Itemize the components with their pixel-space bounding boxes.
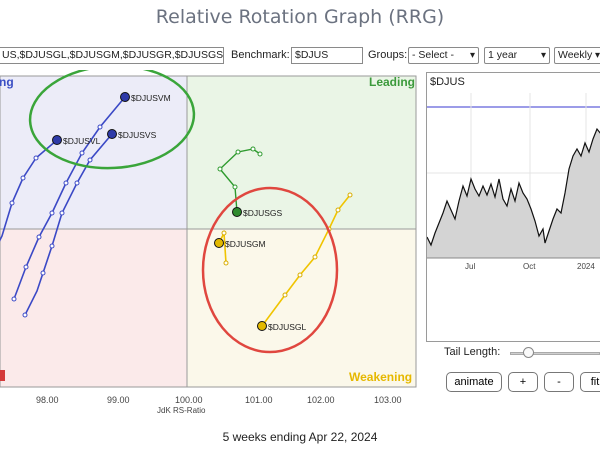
label-djusgl: $DJUSGL (268, 322, 307, 332)
benchmark-input[interactable]: $DJUS (291, 47, 363, 64)
x-axis-ticks: 98.00 99.00 100.00 101.00 102.00 103.00 (36, 395, 402, 405)
weakening-label: Weakening (349, 370, 412, 384)
chart-x-tick: Jul (465, 262, 475, 271)
groups-label: Groups: (368, 49, 408, 61)
benchmark-svg: $DJUS Jul Oct 2024 (427, 76, 600, 271)
price-line (427, 127, 600, 247)
slider-handle[interactable] (523, 347, 534, 358)
point-djusvs[interactable] (107, 129, 117, 139)
frequency-select[interactable]: Weekly (554, 47, 600, 64)
price-area (427, 129, 600, 258)
rrg-svg: ng Leading Weakening (0, 70, 417, 415)
point-djusgs[interactable] (232, 207, 242, 217)
leading-label: Leading (369, 75, 415, 89)
benchmark-panel: $DJUS Jul Oct 2024 Tail Length: animate … (420, 70, 600, 415)
plot-border (0, 75, 417, 388)
groups-select[interactable]: - Select - (408, 47, 479, 64)
blue-tail-dots (9, 124, 103, 318)
x-tick: 99.00 (107, 395, 130, 405)
benchmark-chart-symbol: $DJUS (430, 76, 465, 88)
tail-length-slider[interactable] (510, 347, 600, 358)
date-footer: 5 weeks ending Apr 22, 2024 (222, 430, 378, 444)
point-djusvm[interactable] (120, 92, 130, 102)
chart-x-tick: Oct (523, 262, 536, 271)
x-tick: 100.00 (175, 395, 203, 405)
x-axis-label: JdK RS-Ratio (157, 406, 206, 415)
fit-button[interactable]: fit (580, 372, 600, 392)
improving-quadrant (0, 76, 187, 229)
point-djusgl[interactable] (257, 321, 267, 331)
green-annotation-circle (28, 70, 196, 170)
label-djusvs: $DJUSVS (118, 130, 157, 140)
x-tick: 101.00 (245, 395, 273, 405)
chart-x-tick: 2024 (577, 262, 595, 271)
tail-djusvl (0, 139, 58, 242)
label-djusvl: $DJUSVL (63, 136, 101, 146)
x-tick: 98.00 (36, 395, 59, 405)
zoom-in-button[interactable]: + (508, 372, 538, 392)
green-tail-dots (217, 146, 263, 190)
label-djusgs: $DJUSGS (243, 208, 283, 218)
red-annotation-circle (201, 186, 339, 354)
tail-djusvm (13, 96, 126, 300)
weakening-quadrant (187, 229, 416, 387)
zoom-out-button[interactable]: - (544, 372, 574, 392)
tail-length-label: Tail Length: (444, 346, 501, 358)
blue-tails (0, 96, 126, 316)
improving-label: ng (0, 75, 14, 89)
label-djusvm: $DJUSVM (131, 93, 171, 103)
rrg-chart[interactable]: ng Leading Weakening (0, 70, 420, 415)
point-djusgm[interactable] (214, 238, 224, 248)
lagging-label-fragment (0, 370, 5, 381)
benchmark-chart: $DJUS Jul Oct 2024 (426, 72, 600, 342)
benchmark-label: Benchmark: (231, 49, 290, 61)
page-title: Relative Rotation Graph (RRG) (155, 6, 445, 28)
animate-button[interactable]: animate (446, 372, 502, 392)
period-select[interactable]: 1 year (484, 47, 550, 64)
leading-quadrant (187, 76, 416, 229)
x-tick: 102.00 (307, 395, 335, 405)
tail-djusvs (24, 133, 113, 316)
toolbar: US,$DJUSGL,$DJUSGM,$DJUSGR,$DJUSGS Bench… (0, 44, 600, 68)
x-tick: 103.00 (374, 395, 402, 405)
label-djusgm: $DJUSGM (225, 239, 266, 249)
point-djusvl[interactable] (52, 135, 62, 145)
symbols-input[interactable]: US,$DJUSGL,$DJUSGM,$DJUSGR,$DJUSGS (0, 47, 224, 64)
